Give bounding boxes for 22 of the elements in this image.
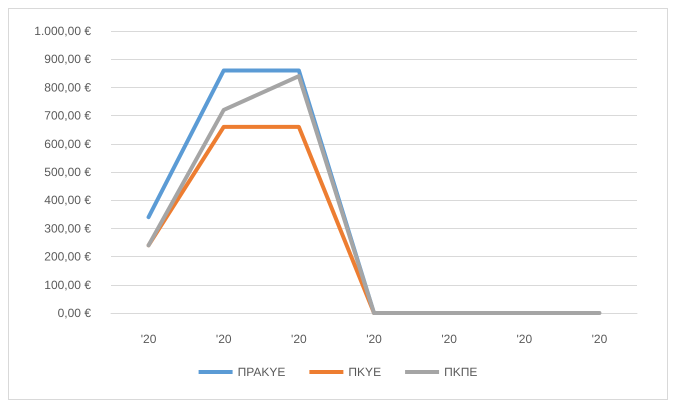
x-tick-label: '20 (592, 332, 608, 346)
y-tick-label: 900,00 € (44, 52, 92, 66)
x-tick-label: '20 (441, 332, 458, 346)
y-tick-label: 600,00 € (44, 136, 92, 151)
y-tick-label: 1.000,00 € (34, 24, 92, 38)
legend-label: ΠΡΑΚΥΕ (238, 365, 286, 379)
x-tick-label: '20 (216, 332, 232, 346)
legend-label: ΠΚΥΕ (348, 365, 382, 379)
y-tick-label: 100,00 € (44, 278, 92, 292)
legend-label: ΠΚΠΕ (444, 365, 478, 379)
x-tick-label: '20 (366, 332, 382, 346)
y-tick-label: 300,00 € (44, 221, 92, 236)
x-tick-label: '20 (291, 332, 307, 346)
y-tick-label: 700,00 € (44, 108, 92, 123)
y-tick-label: 0,00 € (58, 306, 92, 320)
y-tick-label: 800,00 € (44, 80, 92, 94)
x-tick-label: '20 (140, 332, 157, 346)
y-tick-label: 200,00 € (44, 250, 92, 264)
line-series (146, 74, 602, 315)
x-tick-label: '20 (516, 332, 532, 346)
y-tick-label: 500,00 € (44, 165, 92, 179)
y-tick-label: 400,00 € (44, 193, 92, 208)
